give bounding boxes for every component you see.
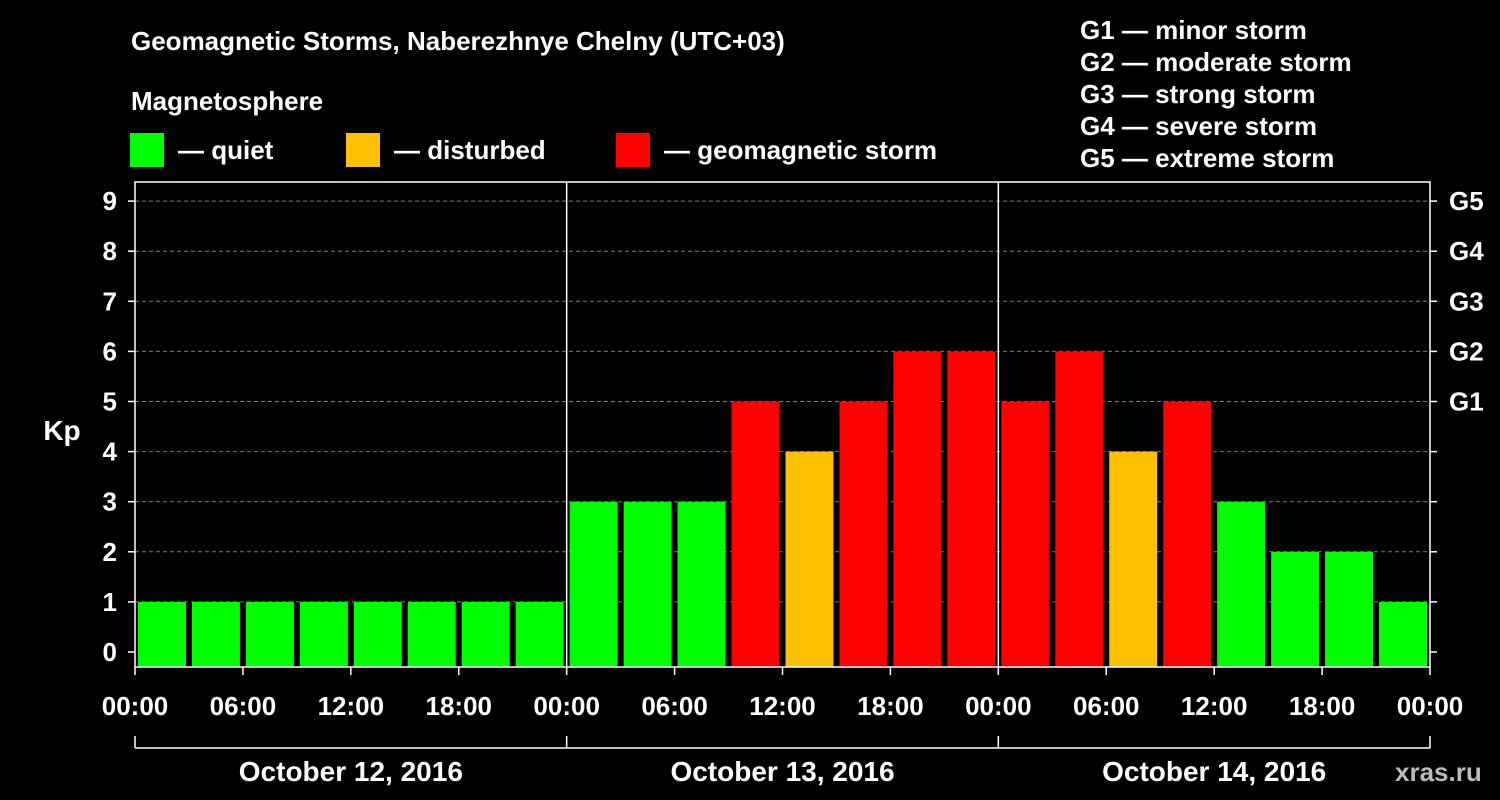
kp-bar-storm	[731, 401, 780, 667]
x-tick-label: 18:00	[426, 691, 493, 721]
kp-bar-quiet	[569, 501, 618, 667]
x-tick-label: 06:00	[641, 691, 708, 721]
kp-bar-quiet	[461, 601, 510, 667]
day-label: October 13, 2016	[670, 756, 894, 787]
kp-bar-quiet	[353, 601, 402, 667]
y-tick-label: 6	[103, 336, 117, 366]
g-level-label: G1	[1449, 387, 1484, 417]
kp-bar-disturbed	[785, 451, 834, 667]
kp-bar-disturbed	[1109, 451, 1158, 667]
g-level-label: G5	[1449, 186, 1484, 216]
x-tick-label: 06:00	[210, 691, 277, 721]
g-scale-g2: G2 — moderate storm	[1080, 47, 1352, 77]
kp-bar-storm	[839, 401, 888, 667]
y-tick-label: 5	[103, 387, 117, 417]
x-tick-label: 12:00	[749, 691, 816, 721]
y-tick-label: 1	[103, 587, 117, 617]
kp-bar-quiet	[299, 601, 348, 667]
g-level-label: G2	[1449, 336, 1484, 366]
kp-bar-quiet	[138, 601, 186, 667]
kp-bar-storm	[893, 351, 942, 667]
kp-bar-quiet	[1325, 551, 1374, 667]
kp-bar-quiet	[515, 601, 564, 667]
x-tick-label: 12:00	[1181, 691, 1248, 721]
g-scale-g5: G5 — extreme storm	[1080, 143, 1335, 173]
g-scale-g1: G1 — minor storm	[1080, 15, 1307, 45]
kp-bar-quiet	[245, 601, 294, 667]
kp-bar-quiet	[1217, 501, 1266, 667]
y-tick-label: 7	[103, 286, 117, 316]
magnetosphere-heading: Magnetosphere	[131, 86, 324, 116]
x-tick-label: 00:00	[533, 691, 600, 721]
x-tick-label: 18:00	[1289, 691, 1356, 721]
kp-bar-storm	[947, 351, 996, 667]
legend-label-storm: — geomagnetic storm	[664, 135, 938, 165]
kp-bar-storm	[1163, 401, 1212, 667]
g-level-label: G4	[1449, 236, 1484, 266]
y-axis-label: Kp	[43, 415, 80, 446]
legend-label-quiet: — quiet	[178, 135, 274, 165]
x-tick-label: 18:00	[857, 691, 924, 721]
kp-bar-quiet	[677, 501, 726, 667]
chart-title: Geomagnetic Storms, Naberezhnye Chelny (…	[131, 26, 785, 56]
x-tick-label: 00:00	[102, 691, 169, 721]
day-label: October 12, 2016	[239, 756, 463, 787]
g-scale-g4: G4 — severe storm	[1080, 111, 1318, 141]
legend-swatch-disturbed	[346, 133, 380, 167]
y-tick-label: 9	[103, 186, 117, 216]
kp-bar-quiet	[1379, 601, 1427, 667]
legend-swatch-storm	[616, 133, 650, 167]
x-tick-label: 00:00	[965, 691, 1032, 721]
g-level-label: G3	[1449, 286, 1484, 316]
kp-bar-quiet	[1271, 551, 1320, 667]
kp-bar-quiet	[191, 601, 240, 667]
x-tick-label: 12:00	[318, 691, 385, 721]
x-tick-label: 06:00	[1073, 691, 1140, 721]
watermark: xras.ru	[1395, 757, 1482, 787]
y-tick-label: 4	[103, 437, 118, 467]
legend-label-disturbed: — disturbed	[394, 135, 546, 165]
x-tick-label: 00:00	[1397, 691, 1464, 721]
g-scale-g3: G3 — strong storm	[1080, 79, 1316, 109]
kp-bar-quiet	[623, 501, 672, 667]
legend-swatch-quiet	[130, 133, 164, 167]
y-tick-label: 8	[103, 236, 117, 266]
kp-bar-quiet	[407, 601, 456, 667]
y-tick-label: 3	[103, 487, 117, 517]
kp-bar-storm	[1055, 351, 1104, 667]
kp-bar-storm	[1001, 401, 1050, 667]
day-label: October 14, 2016	[1102, 756, 1326, 787]
y-tick-label: 0	[103, 637, 117, 667]
y-tick-label: 2	[103, 537, 117, 567]
